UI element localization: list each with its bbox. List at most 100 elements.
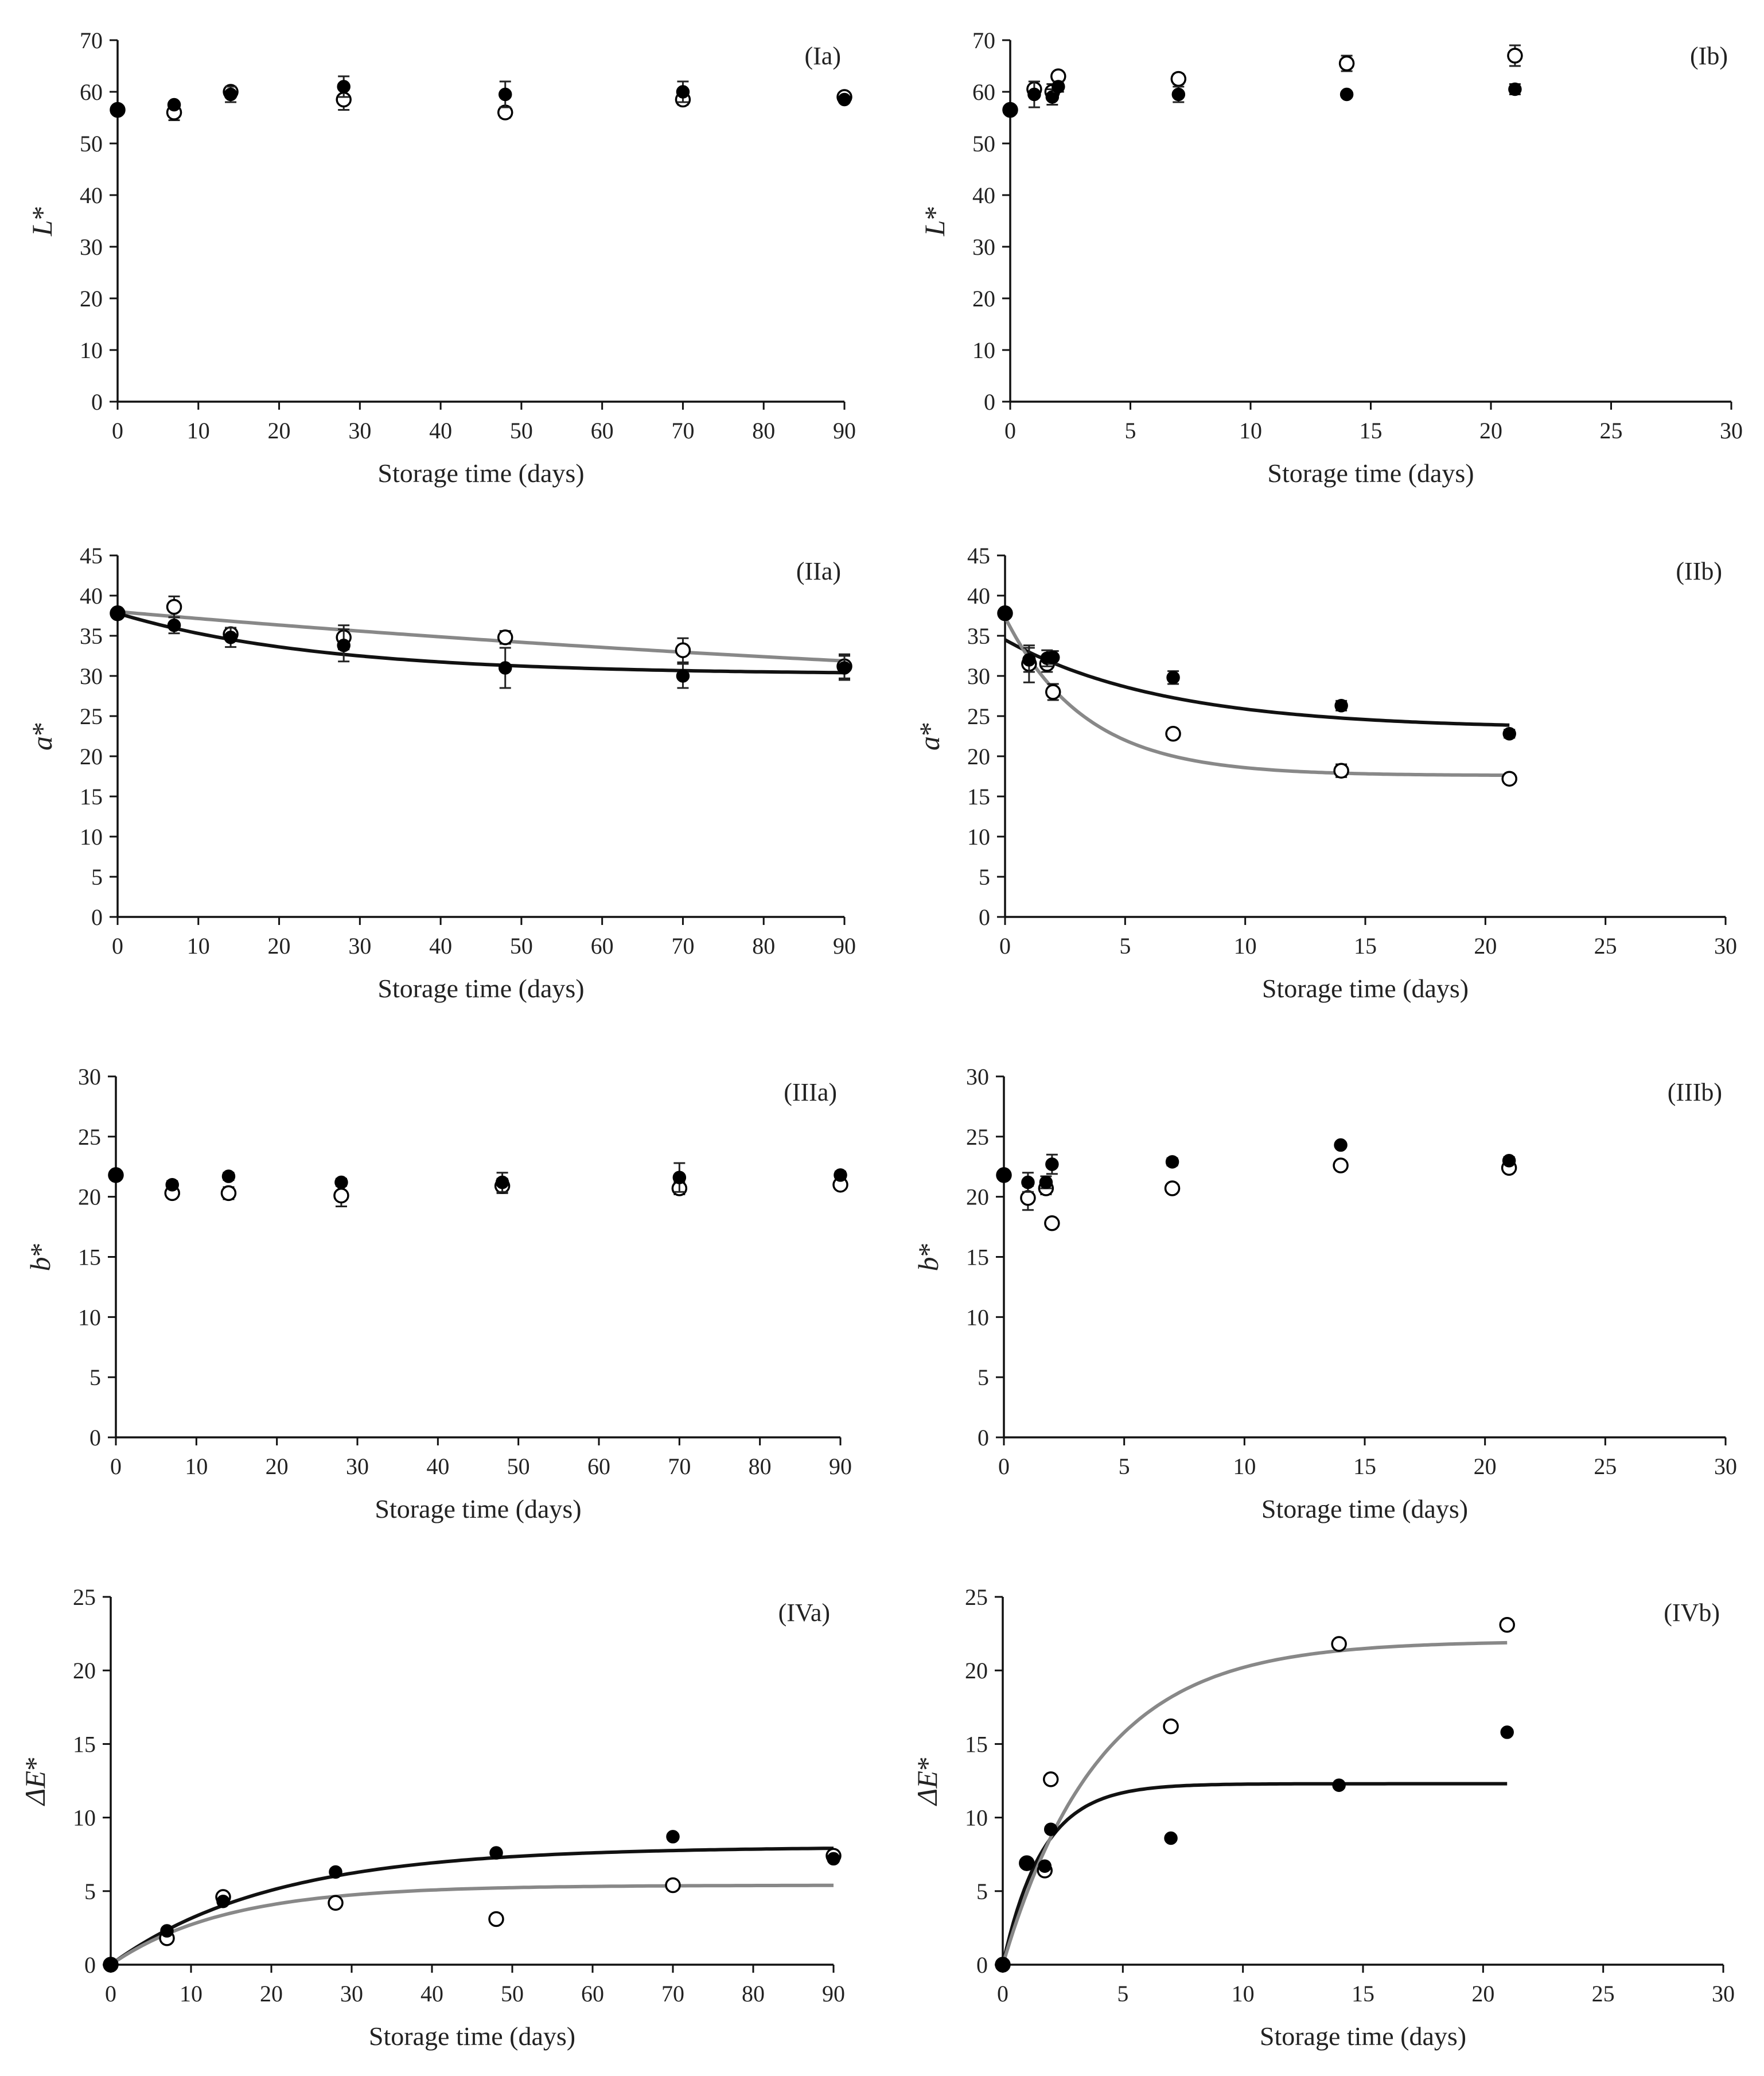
x-tick-label: 5: [1119, 933, 1131, 959]
y-tick-label: 10: [972, 337, 995, 363]
y-axis-title-asterisk: *: [912, 1243, 944, 1257]
data-point-filled: [495, 1175, 509, 1189]
y-tick-label: 10: [73, 1805, 96, 1831]
panel-label: (IIa): [796, 557, 841, 585]
y-tick-label: 30: [972, 234, 995, 260]
y-axis-title-letter: a: [26, 736, 58, 751]
x-tick-label: 50: [510, 933, 533, 959]
x-tick-label: 90: [833, 933, 856, 959]
data-point-filled: [1022, 653, 1036, 667]
data-point-open: [220, 1185, 237, 1202]
x-tick-label: 30: [348, 418, 371, 444]
x-tick-label: 10: [185, 1453, 208, 1479]
data-point-filled: [997, 1168, 1011, 1182]
y-tick-label: 45: [967, 543, 990, 569]
data-point-open: [488, 1911, 504, 1927]
data-point-filled: [489, 1846, 503, 1860]
data-point-filled: [111, 607, 124, 620]
data-point-filled: [337, 80, 351, 94]
y-tick-label: 40: [80, 182, 103, 208]
y-axis-title-asterisk: *: [911, 1756, 943, 1771]
y-axis-title-asterisk: *: [26, 206, 58, 220]
x-tick-label: 20: [1479, 418, 1502, 444]
y-tick-label: 20: [965, 1658, 988, 1684]
x-axis-title: Storage time (days): [377, 458, 584, 488]
x-tick-label: 30: [1714, 1453, 1737, 1479]
y-tick-label: 0: [979, 904, 990, 930]
y-tick-label: 10: [78, 1304, 101, 1330]
panel-IVa: 0 5 10 15 20 25 0 10 20 30 40 50 60 70 80 90 Storage tim…: [19, 1584, 845, 2051]
y-tick-label: 20: [80, 286, 103, 312]
y-tick-label: 25: [80, 703, 103, 729]
x-tick-label: 40: [426, 1453, 449, 1479]
y-tick-label: 5: [84, 1879, 96, 1904]
x-axis-title: Storage time (days): [377, 974, 584, 1003]
data-point-filled: [838, 661, 851, 675]
x-tick-label: 10: [187, 418, 210, 444]
panel-label: (IVb): [1664, 1599, 1720, 1627]
y-tick-label: 15: [73, 1731, 96, 1757]
x-tick-label: 10: [1234, 933, 1257, 959]
data-point-open: [665, 1877, 681, 1894]
y-tick-label: 10: [965, 1805, 988, 1831]
x-tick-label: 80: [742, 1981, 765, 2007]
data-point-filled: [1502, 727, 1516, 741]
x-tick-label: 10: [1232, 1981, 1255, 2007]
data-point-open: [1163, 1718, 1179, 1735]
x-tick-label: 25: [1594, 933, 1617, 959]
x-tick-label: 25: [1592, 1981, 1615, 2007]
fit-curve-open: [1001, 1640, 1508, 1965]
data-point-filled: [1334, 1138, 1348, 1152]
y-tick-label: 15: [78, 1245, 101, 1270]
x-tick-label: 0: [999, 933, 1011, 959]
x-tick-label: 30: [1712, 1981, 1735, 2007]
x-tick-label: 90: [833, 418, 856, 444]
y-tick-label: 5: [91, 864, 103, 890]
y-axis-title-letter: a: [913, 736, 945, 751]
y-tick-label: 25: [965, 1584, 988, 1610]
data-point-filled: [1045, 90, 1060, 104]
data-point-open: [1020, 1190, 1036, 1206]
data-point-filled: [221, 1169, 236, 1183]
y-axis-title-asterisk: *: [26, 722, 58, 736]
x-tick-label: 10: [180, 1981, 203, 2007]
x-tick-label: 40: [420, 1981, 443, 2007]
y-tick-label: 60: [972, 79, 995, 105]
data-point-filled: [666, 1830, 680, 1844]
x-axis-title: Storage time (days): [1262, 974, 1469, 1003]
data-point-filled: [498, 661, 512, 675]
data-point-open: [497, 629, 513, 646]
y-axis-title: ΔE*: [19, 1756, 51, 1806]
data-point-filled: [224, 631, 237, 644]
fit-curve-filled: [110, 1846, 834, 1966]
y-axis-title: ΔE*: [911, 1756, 943, 1806]
data-point-filled: [1165, 1155, 1179, 1169]
y-axis-title-letter: L: [918, 220, 951, 237]
panel-Ia: 0 10 20 30 40 50 60 70 0 10 20 30 40 50 60 70 80 90 Storag…: [26, 28, 856, 488]
y-tick-label: 35: [967, 623, 990, 649]
y-axis-title-letter: ΔE: [19, 1771, 51, 1806]
fit-curve-open: [117, 610, 845, 663]
y-tick-label: 0: [91, 389, 103, 415]
panel-IVb: 0 5 10 15 20 25 0 5 10 15 20 25 30 Storage time (days…: [911, 1584, 1735, 2051]
panel-label: (Ib): [1690, 42, 1728, 70]
y-tick-label: 20: [73, 1658, 96, 1684]
y-tick-label: 0: [84, 1952, 96, 1978]
y-axis-title-letter: b: [912, 1257, 944, 1272]
x-tick-label: 50: [510, 418, 533, 444]
data-point-filled: [1038, 1859, 1052, 1873]
x-tick-label: 60: [581, 1981, 604, 2007]
panel-label: (IIIa): [784, 1078, 837, 1106]
data-point-open: [1164, 1180, 1181, 1196]
x-tick-label: 15: [1352, 1981, 1374, 2007]
panel-label: (IIIb): [1668, 1078, 1722, 1106]
data-point-filled: [111, 103, 124, 117]
y-tick-label: 0: [976, 1952, 988, 1978]
x-axis-title: Storage time (days): [369, 2021, 575, 2051]
x-axis-title: Storage time (days): [375, 1494, 581, 1523]
x-tick-label: 20: [1471, 1981, 1494, 2007]
y-tick-label: 5: [89, 1364, 101, 1390]
data-point-filled: [1020, 1856, 1034, 1870]
x-tick-label: 15: [1353, 1453, 1376, 1479]
y-tick-label: 10: [966, 1304, 989, 1330]
